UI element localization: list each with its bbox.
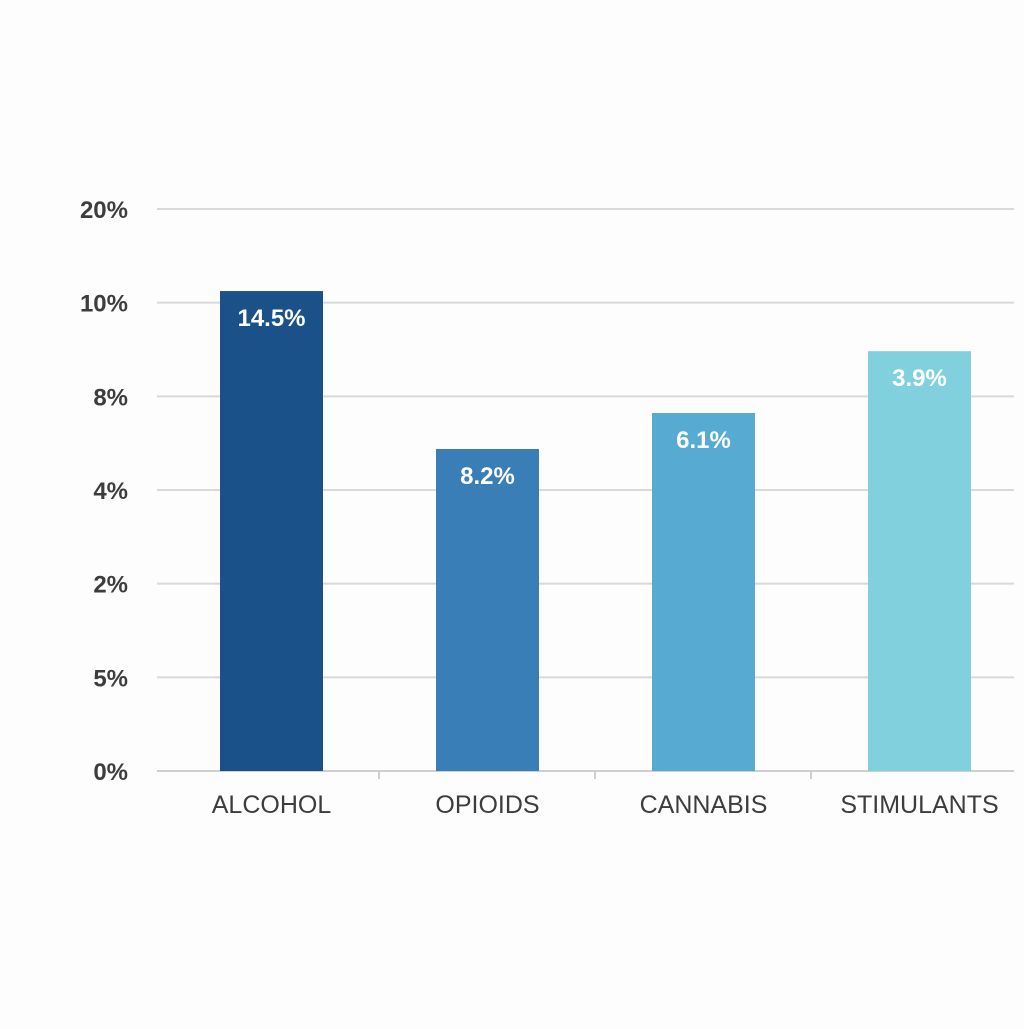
y-tick-label: 2% [93, 572, 128, 599]
bar-stimulants [868, 351, 971, 771]
bar-alcohol [220, 291, 323, 771]
x-category-label: STIMULANTS [840, 791, 998, 819]
x-category-label: ALCOHOL [212, 791, 332, 819]
y-tick-label: 8% [93, 384, 128, 411]
x-category-label: OPIOIDS [435, 791, 539, 819]
data-label: 3.9% [892, 365, 947, 392]
data-label: 14.5% [237, 305, 305, 332]
y-tick-label: 10% [80, 291, 128, 318]
data-label: 6.1% [676, 427, 731, 454]
y-tick-label: 4% [93, 478, 128, 505]
y-tick-label: 5% [93, 665, 128, 692]
bar-cannabis [652, 413, 755, 771]
y-tick-label: 20% [80, 197, 128, 224]
x-category-label: CANNABIS [640, 791, 768, 819]
data-label: 8.2% [460, 463, 515, 490]
y-tick-label: 0% [93, 759, 128, 786]
bar-opioids [436, 448, 539, 771]
